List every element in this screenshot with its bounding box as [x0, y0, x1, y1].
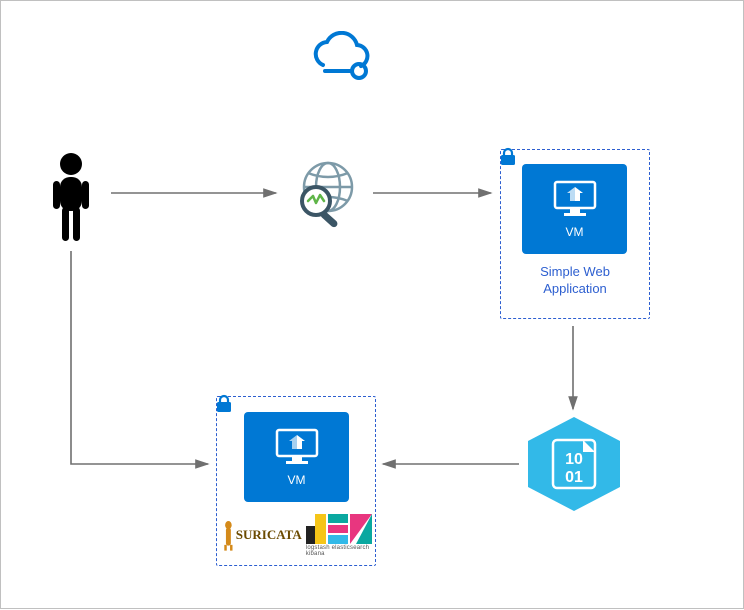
diagram-canvas: VM Simple Web Application 10 01 [0, 0, 744, 609]
arrow-person-to-elk [1, 1, 744, 610]
